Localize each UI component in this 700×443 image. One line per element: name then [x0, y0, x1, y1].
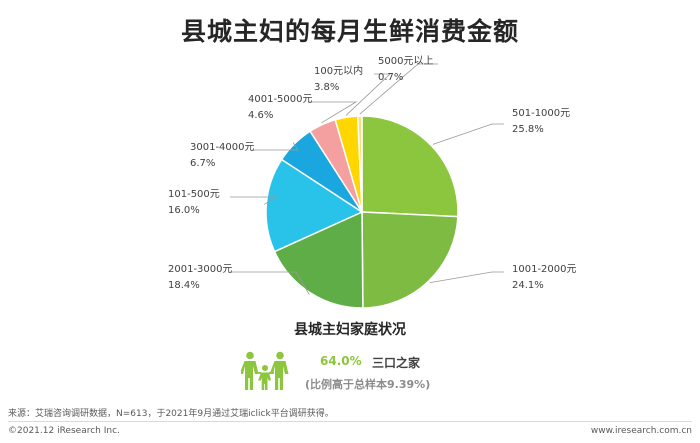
- website-link[interactable]: www.iresearch.com.cn: [590, 426, 692, 436]
- leader-line-7: [345, 73, 392, 116]
- leader-line-6: [308, 101, 358, 124]
- leader-line-8: [359, 63, 438, 115]
- slice-label-3: 2001-3000元: [168, 264, 233, 275]
- copyright: ©2021.12 iResearch Inc.: [8, 426, 120, 436]
- slice-label-2: 1001-2000元: [512, 264, 577, 275]
- slice-labels: 501-1000元 25.8% 1001-2000元 24.1% 2001-3000元 1…: [168, 55, 577, 291]
- household-title: 县城主妇家庭状况: [294, 322, 406, 338]
- leader-line-2: [429, 271, 504, 284]
- slice-label-1: 501-1000元: [512, 108, 570, 119]
- source-note: 来源：艾瑞咨询调研数据，N=613，于2021年9月通过艾瑞iclick平台调研…: [8, 409, 334, 419]
- slice-label-5: 3001-4000元: [190, 142, 255, 153]
- leader-line-3: [230, 271, 310, 295]
- slice-value-4: 16.0%: [168, 205, 200, 216]
- slice-value-6: 4.6%: [248, 110, 273, 121]
- family-icon: [241, 351, 289, 390]
- pie-slice-3: [273, 210, 364, 309]
- leader-lines: [230, 63, 504, 295]
- pie-slice-2: [361, 211, 459, 309]
- slice-label-4: 101-500元: [168, 189, 220, 200]
- slice-value-2: 24.1%: [512, 280, 544, 291]
- slice-label-6: 4001-5000元: [248, 94, 313, 105]
- slice-value-8: 0.7%: [378, 72, 403, 83]
- pie-slice-4: [265, 158, 364, 253]
- leader-line-1: [432, 123, 504, 145]
- slice-label-8: 5000元以上: [378, 55, 433, 67]
- footer-divider: [8, 421, 692, 422]
- pie-slice-8: [357, 115, 363, 213]
- slice-value-1: 25.8%: [512, 124, 544, 135]
- leader-line-5: [252, 142, 299, 151]
- household-description: 三口之家: [372, 356, 421, 370]
- slice-value-7: 3.8%: [314, 82, 339, 93]
- household-percent: 64.0%: [320, 354, 362, 368]
- pie-slices: [265, 115, 459, 309]
- household-note: (比例高于总样本9.39%): [305, 378, 431, 391]
- slice-label-7: 100元以内: [314, 64, 363, 77]
- slice-value-3: 18.4%: [168, 280, 200, 291]
- pie-slice-1: [361, 115, 459, 218]
- slice-value-5: 6.7%: [190, 158, 215, 169]
- leader-line-4: [230, 196, 278, 205]
- chart-title: 县城主妇的每月生鲜消费金额: [180, 17, 519, 46]
